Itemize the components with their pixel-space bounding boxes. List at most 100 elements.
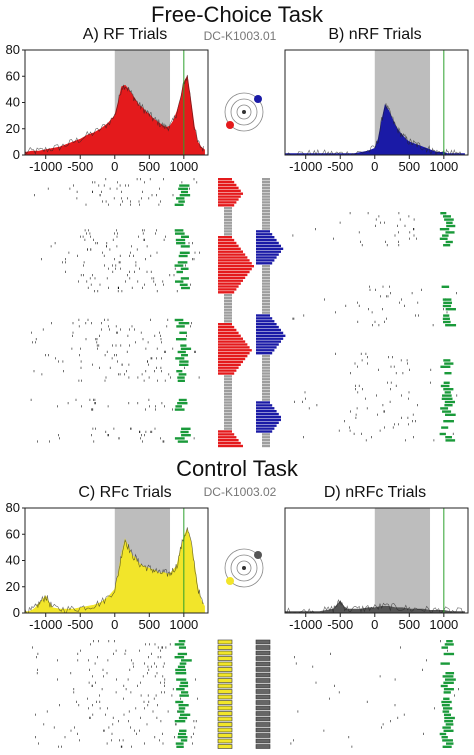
choice-bar — [224, 415, 232, 419]
choice-bar — [256, 346, 277, 349]
bottom-session-id: DC-K1003.02 — [203, 485, 277, 499]
reward-tick — [442, 675, 454, 678]
reward-tick — [442, 739, 453, 742]
reward-tick — [445, 672, 455, 675]
control-bar — [217, 727, 233, 733]
reward-tick — [179, 251, 190, 254]
control-bar — [255, 683, 271, 689]
reward-tick — [445, 439, 456, 442]
choice-bar — [262, 195, 270, 198]
reward-tick — [443, 713, 451, 716]
reward-tick — [441, 700, 452, 704]
choice-bar — [224, 389, 232, 393]
control-bar — [255, 656, 271, 661]
choice-bar — [262, 265, 270, 268]
choice-bar — [224, 320, 232, 323]
free-choice-task-title: Free-Choice Task — [151, 2, 323, 27]
reward-tick — [445, 324, 457, 327]
target-icon-free-choice — [224, 92, 264, 132]
target-ring — [236, 104, 252, 120]
control-bar — [255, 700, 271, 705]
reward-tick — [180, 190, 189, 194]
choice-bar — [256, 337, 284, 340]
x-tick-label: 500 — [398, 159, 420, 174]
choice-bar — [224, 424, 232, 427]
target-ring — [230, 98, 258, 126]
reward-tick — [174, 408, 185, 411]
target-ring — [224, 548, 264, 588]
choice-bar — [218, 189, 241, 192]
reward-tick — [443, 388, 454, 391]
reward-tick — [445, 308, 456, 311]
reward-tick — [174, 203, 184, 206]
choice-bar — [218, 325, 235, 329]
reward-tick — [177, 440, 188, 443]
y-tick-label: 60 — [6, 68, 20, 83]
reward-tick — [443, 691, 451, 694]
reward-tick — [446, 640, 453, 643]
reward-tick — [443, 320, 451, 324]
choice-bar — [224, 311, 232, 314]
choice-bar — [262, 227, 270, 230]
choice-bar — [218, 337, 243, 340]
reward-tick — [439, 228, 450, 231]
choice-bar — [218, 328, 237, 332]
raster-panel-a — [30, 178, 200, 443]
choice-bar — [218, 340, 246, 343]
choice-bar — [224, 386, 232, 390]
x-tick-label: -500 — [327, 617, 353, 632]
target-dot — [226, 577, 234, 585]
reward-tick — [177, 376, 185, 379]
x-tick-label: 1000 — [169, 617, 198, 632]
choice-bar — [262, 178, 270, 181]
choice-bar — [262, 291, 270, 294]
reward-tick — [445, 231, 455, 234]
choice-bar — [218, 282, 241, 285]
reward-tick — [443, 244, 451, 247]
control-bar — [217, 639, 233, 645]
reward-tick — [180, 235, 189, 238]
y-tick-label: 80 — [6, 500, 20, 515]
reward-tick — [440, 212, 447, 215]
choice-bar — [224, 421, 232, 424]
reward-tick — [179, 360, 189, 363]
choice-column-rf — [218, 178, 254, 448]
reward-tick — [177, 261, 188, 264]
x-tick-label: 0 — [111, 159, 118, 174]
choice-bar — [262, 201, 270, 204]
choice-bar — [224, 227, 232, 230]
choice-bar — [262, 363, 270, 366]
choice-bar — [256, 325, 279, 329]
plot-frame — [284, 49, 469, 156]
control-bar — [217, 705, 233, 711]
choice-bar — [218, 430, 232, 433]
choice-bar — [218, 241, 237, 245]
choice-bar — [224, 407, 232, 410]
choice-bar — [262, 392, 270, 395]
reward-tick — [443, 359, 451, 362]
control-bar — [217, 656, 233, 661]
choice-bar — [262, 221, 270, 224]
choice-bar — [218, 331, 239, 335]
choice-bar — [218, 433, 235, 436]
reward-tick — [176, 242, 186, 245]
x-tick-label: 0 — [371, 159, 378, 174]
choice-bar — [262, 311, 270, 314]
choice-bar — [256, 259, 275, 262]
choice-bar — [262, 439, 270, 442]
control-bar — [217, 733, 233, 738]
reward-tick — [443, 420, 454, 423]
control-bar — [255, 716, 271, 722]
choice-bar — [262, 285, 270, 288]
choice-bar — [262, 224, 270, 227]
choice-bar — [218, 273, 248, 277]
choice-bar — [224, 392, 232, 395]
panel-d-title: D) nRFc Trials — [323, 484, 427, 501]
control-bar — [217, 667, 233, 672]
control-bar — [255, 738, 271, 744]
control-bar — [255, 650, 271, 656]
choice-bar — [218, 334, 241, 337]
choice-bar — [218, 195, 241, 198]
reward-tick — [175, 238, 186, 242]
